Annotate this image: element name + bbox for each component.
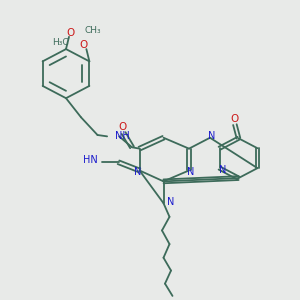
Text: O: O [66,28,75,38]
Text: N: N [187,167,194,177]
Text: HN: HN [83,155,98,165]
Text: N: N [167,197,174,207]
Text: H₃C: H₃C [52,38,68,47]
Text: O: O [231,114,239,124]
Text: N: N [134,167,142,177]
Text: N: N [208,130,215,140]
Text: N: N [219,164,227,175]
Text: O: O [119,122,127,132]
Text: O: O [79,40,88,50]
Text: NH: NH [115,131,130,141]
Text: CH₃: CH₃ [85,26,101,34]
